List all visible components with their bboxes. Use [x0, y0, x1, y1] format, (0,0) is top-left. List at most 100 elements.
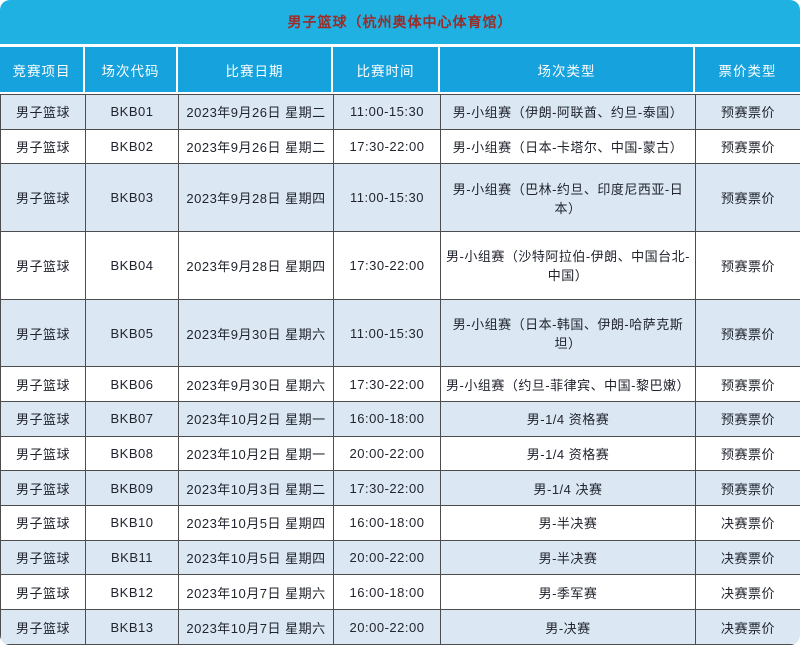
cell-event: 男子篮球	[0, 94, 86, 130]
cell-time: 20:00-22:00	[333, 609, 441, 645]
table-body-wrap: 男子篮球 BKB01 2023年9月26日 星期二 11:00-15:30 男-…	[0, 94, 800, 645]
column-header: 比赛日期	[178, 47, 333, 92]
cell-session-code: BKB09	[85, 470, 179, 507]
cell-time: 16:00-18:00	[333, 505, 441, 541]
cell-session-code: BKB07	[85, 401, 179, 437]
cell-time: 17:30-22:00	[333, 366, 441, 403]
cell-price-type: 预赛票价	[695, 435, 800, 472]
table-row: 男子篮球 BKB13 2023年10月7日 星期六 20:00-22:00 男-…	[0, 609, 800, 645]
cell-session-type: 男-半决赛	[440, 539, 696, 576]
divider	[0, 92, 800, 94]
cell-session-type: 男-1/4 资格赛	[440, 435, 696, 472]
table-title: 男子篮球（杭州奥体中心体育馆）	[0, 0, 800, 44]
cell-time: 17:30-22:00	[333, 470, 441, 507]
table-row: 男子篮球 BKB02 2023年9月26日 星期二 17:30-22:00 男-…	[0, 128, 800, 165]
cell-event: 男子篮球	[0, 435, 86, 472]
cell-time: 16:00-18:00	[333, 574, 441, 611]
table-row: 男子篮球 BKB10 2023年10月5日 星期四 16:00-18:00 男-…	[0, 505, 800, 541]
cell-time: 11:00-15:30	[333, 163, 441, 233]
cell-time: 11:00-15:30	[333, 94, 441, 130]
column-header: 比赛时间	[333, 47, 440, 92]
table-row: 男子篮球 BKB11 2023年10月5日 星期四 20:00-22:00 男-…	[0, 539, 800, 576]
cell-date: 2023年10月3日 星期二	[178, 470, 334, 507]
cell-session-code: BKB01	[85, 94, 179, 130]
cell-price-type: 预赛票价	[695, 401, 800, 437]
cell-session-code: BKB06	[85, 366, 179, 403]
cell-session-type: 男-小组赛（巴林-约旦、印度尼西亚-日本）	[440, 163, 696, 233]
cell-time: 20:00-22:00	[333, 435, 441, 472]
cell-session-code: BKB11	[85, 539, 179, 576]
table-row: 男子篮球 BKB04 2023年9月28日 星期四 17:30-22:00 男-…	[0, 231, 800, 300]
cell-date: 2023年10月2日 星期一	[178, 435, 334, 472]
cell-date: 2023年10月2日 星期一	[178, 401, 334, 437]
cell-session-type: 男-季军赛	[440, 574, 696, 611]
cell-price-type: 决赛票价	[695, 505, 800, 541]
cell-session-type: 男-半决赛	[440, 505, 696, 541]
cell-event: 男子篮球	[0, 401, 86, 437]
cell-date: 2023年10月5日 星期四	[178, 539, 334, 576]
cell-date: 2023年9月28日 星期四	[178, 231, 334, 300]
table-row: 男子篮球 BKB06 2023年9月30日 星期六 17:30-22:00 男-…	[0, 366, 800, 403]
cell-date: 2023年10月5日 星期四	[178, 505, 334, 541]
cell-session-type: 男-小组赛（日本-卡塔尔、中国-蒙古）	[440, 128, 696, 165]
cell-date: 2023年9月28日 星期四	[178, 163, 334, 233]
table-row: 男子篮球 BKB07 2023年10月2日 星期一 16:00-18:00 男-…	[0, 401, 800, 437]
table-row: 男子篮球 BKB01 2023年9月26日 星期二 11:00-15:30 男-…	[0, 94, 800, 130]
cell-date: 2023年10月7日 星期六	[178, 609, 334, 645]
schedule-table: 男子篮球 BKB01 2023年9月26日 星期二 11:00-15:30 男-…	[0, 94, 800, 645]
cell-date: 2023年10月7日 星期六	[178, 574, 334, 611]
cell-event: 男子篮球	[0, 609, 86, 645]
cell-session-code: BKB03	[85, 163, 179, 233]
cell-time: 17:30-22:00	[333, 231, 441, 300]
cell-price-type: 预赛票价	[695, 94, 800, 130]
cell-session-code: BKB05	[85, 298, 179, 368]
cell-price-type: 预赛票价	[695, 163, 800, 233]
cell-event: 男子篮球	[0, 539, 86, 576]
cell-price-type: 决赛票价	[695, 574, 800, 611]
cell-time: 20:00-22:00	[333, 539, 441, 576]
cell-event: 男子篮球	[0, 366, 86, 403]
cell-event: 男子篮球	[0, 505, 86, 541]
cell-price-type: 决赛票价	[695, 609, 800, 645]
cell-price-type: 预赛票价	[695, 366, 800, 403]
column-header: 场次代码	[85, 47, 178, 92]
table-row: 男子篮球 BKB03 2023年9月28日 星期四 11:00-15:30 男-…	[0, 163, 800, 233]
cell-price-type: 决赛票价	[695, 539, 800, 576]
cell-session-type: 男-决赛	[440, 609, 696, 645]
cell-price-type: 预赛票价	[695, 470, 800, 507]
cell-event: 男子篮球	[0, 574, 86, 611]
cell-price-type: 预赛票价	[695, 298, 800, 368]
cell-session-type: 男-小组赛（沙特阿拉伯-伊朗、中国台北-中国）	[440, 231, 696, 300]
table-row: 男子篮球 BKB08 2023年10月2日 星期一 20:00-22:00 男-…	[0, 435, 800, 472]
table-row: 男子篮球 BKB12 2023年10月7日 星期六 16:00-18:00 男-…	[0, 574, 800, 611]
cell-event: 男子篮球	[0, 128, 86, 165]
table-row: 男子篮球 BKB05 2023年9月30日 星期六 11:00-15:30 男-…	[0, 298, 800, 368]
cell-date: 2023年9月30日 星期六	[178, 366, 334, 403]
table-row: 男子篮球 BKB09 2023年10月3日 星期二 17:30-22:00 男-…	[0, 470, 800, 507]
cell-time: 16:00-18:00	[333, 401, 441, 437]
cell-session-code: BKB10	[85, 505, 179, 541]
divider	[0, 44, 800, 47]
cell-event: 男子篮球	[0, 298, 86, 368]
cell-session-type: 男-小组赛（日本-韩国、伊朗-哈萨克斯坦）	[440, 298, 696, 368]
cell-date: 2023年9月26日 星期二	[178, 94, 334, 130]
cell-date: 2023年9月30日 星期六	[178, 298, 334, 368]
cell-event: 男子篮球	[0, 231, 86, 300]
cell-session-code: BKB04	[85, 231, 179, 300]
cell-price-type: 预赛票价	[695, 231, 800, 300]
cell-session-code: BKB08	[85, 435, 179, 472]
cell-price-type: 预赛票价	[695, 128, 800, 165]
cell-time: 11:00-15:30	[333, 298, 441, 368]
column-header: 票价类型	[718, 63, 777, 79]
cell-event: 男子篮球	[0, 470, 86, 507]
cell-session-type: 男-小组赛（伊朗-阿联酋、约旦-泰国）	[440, 94, 696, 130]
table-header-row: 竞赛项目 场次代码 比赛日期 比赛时间 场次类型 票价类型	[0, 47, 800, 92]
cell-session-type: 男-1/4 决赛	[440, 470, 696, 507]
cell-session-code: BKB13	[85, 609, 179, 645]
column-header: 场次类型	[440, 47, 695, 92]
cell-session-type: 男-1/4 资格赛	[440, 401, 696, 437]
cell-session-type: 男-小组赛（约旦-菲律宾、中国-黎巴嫩）	[440, 366, 696, 403]
cell-date: 2023年9月26日 星期二	[178, 128, 334, 165]
cell-time: 17:30-22:00	[333, 128, 441, 165]
